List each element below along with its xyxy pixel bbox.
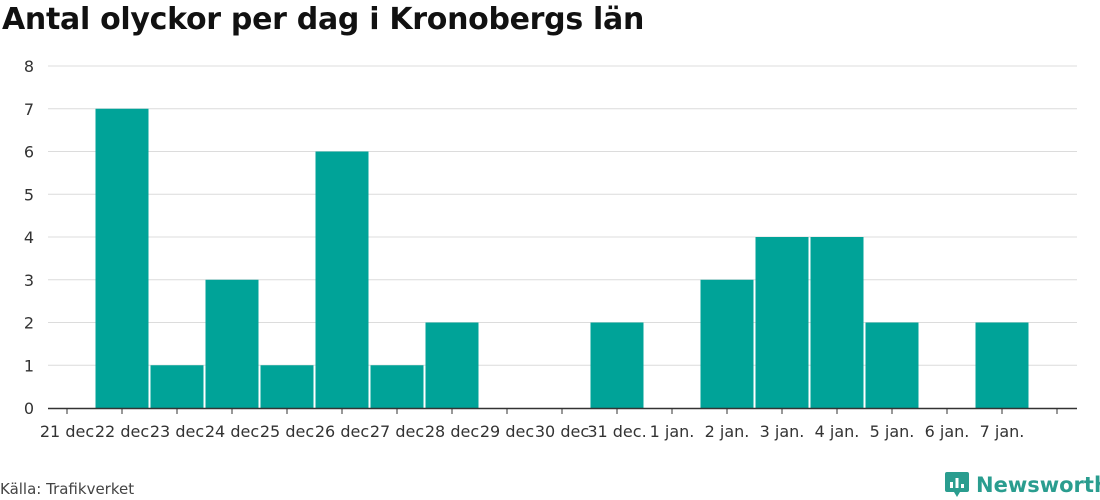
bar	[810, 237, 864, 408]
y-tick-label: 4	[24, 228, 34, 247]
x-tick-label: 1 jan.	[650, 422, 695, 441]
x-tick-label: 27 dec	[370, 422, 424, 441]
brand[interactable]: Newsworthy	[944, 470, 1100, 500]
chart-title: Antal olyckor per dag i Kronobergs län	[2, 2, 645, 37]
y-tick-label: 5	[24, 185, 34, 204]
x-tick-label: 25 dec	[260, 422, 314, 441]
source-note: Källa: Trafikverket	[0, 480, 135, 498]
bar	[370, 365, 424, 408]
y-tick-label: 2	[24, 314, 34, 333]
x-tick-label: 3 jan.	[760, 422, 805, 441]
bar	[590, 322, 644, 408]
y-tick-label: 6	[24, 143, 34, 162]
y-tick-label: 8	[24, 57, 34, 76]
bars	[95, 108, 1029, 408]
x-tick-label: 5 jan.	[870, 422, 915, 441]
gridlines	[48, 65, 1077, 366]
x-tick-label: 22 dec	[95, 422, 149, 441]
y-tick-label: 1	[24, 356, 34, 375]
y-tick-label: 3	[24, 271, 34, 290]
x-tick-label: 29 dec	[480, 422, 534, 441]
x-tick-label: 7 jan.	[980, 422, 1025, 441]
x-axis: 21 dec 22 dec 23 dec 24 dec 25 dec 26 dec 27 d…	[40, 407, 1077, 441]
bar	[865, 322, 919, 408]
y-tick-label: 0	[24, 399, 34, 418]
x-tick-label: 2 jan.	[705, 422, 750, 441]
bar	[700, 279, 754, 408]
bar	[95, 108, 149, 408]
bar	[425, 322, 479, 408]
bar	[315, 151, 369, 408]
x-tick-label: 31 dec.	[587, 422, 646, 441]
y-tick-label: 7	[24, 100, 34, 119]
y-axis-ticks: 0 1 2 3 4 5 6 7 8	[24, 57, 34, 418]
bar	[975, 322, 1029, 408]
bar-chart: 0 1 2 3 4 5 6 7 8 21 dec 22 dec 23 dec 24 dec 25 dec…	[24, 57, 1077, 441]
x-tick-label: 21 dec	[40, 422, 94, 441]
x-tick-label: 6 jan.	[925, 422, 970, 441]
x-tick-label: 4 jan.	[815, 422, 860, 441]
brand-name: Newsworthy	[976, 473, 1100, 497]
x-tick-label: 26 dec	[315, 422, 369, 441]
x-tick-label: 28 dec	[425, 422, 479, 441]
bar	[260, 365, 314, 408]
newsworthy-logo-icon	[945, 472, 969, 497]
x-tick-label: 24 dec	[205, 422, 259, 441]
bar	[205, 279, 259, 408]
bar	[150, 365, 204, 408]
x-tick-label: 23 dec	[150, 422, 204, 441]
x-tick-label: 30 dec	[535, 422, 589, 441]
bar	[755, 237, 809, 408]
